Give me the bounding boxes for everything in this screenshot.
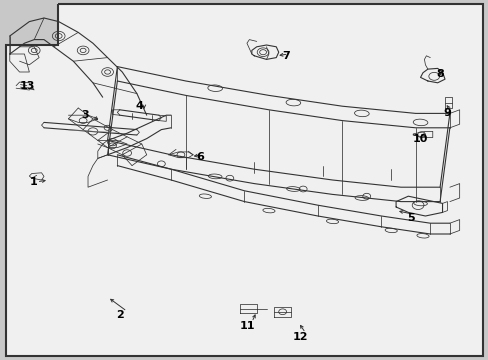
Text: 13: 13 <box>19 81 35 91</box>
Text: 11: 11 <box>239 321 254 331</box>
Polygon shape <box>6 4 482 356</box>
Text: 8: 8 <box>435 69 443 79</box>
Text: 2: 2 <box>116 310 123 320</box>
Text: 3: 3 <box>81 110 89 120</box>
Text: 1: 1 <box>29 177 37 187</box>
Text: 7: 7 <box>282 51 289 61</box>
Text: 10: 10 <box>412 134 427 144</box>
Text: 4: 4 <box>135 101 143 111</box>
Text: 12: 12 <box>292 332 308 342</box>
Text: 5: 5 <box>406 213 414 223</box>
Text: 6: 6 <box>196 152 204 162</box>
Text: 9: 9 <box>443 108 450 118</box>
